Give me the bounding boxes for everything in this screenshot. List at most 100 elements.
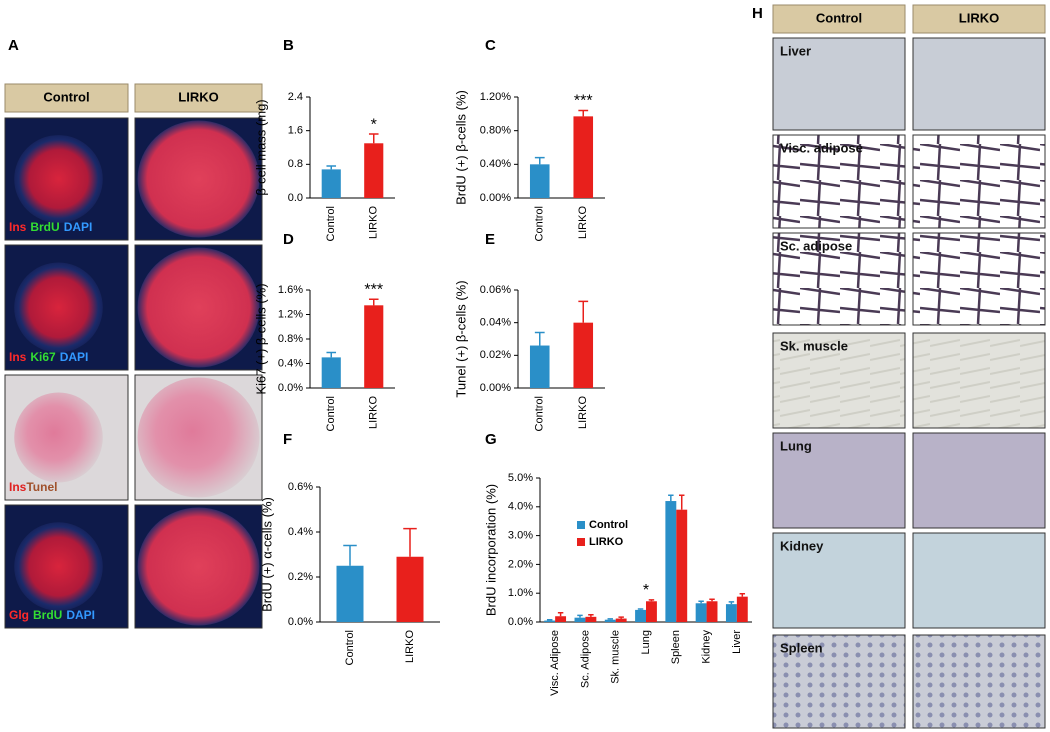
y-tick-label: 0.0% (278, 382, 303, 394)
bar (544, 620, 556, 622)
bar (396, 556, 424, 622)
panel-label: C (485, 37, 496, 54)
x-tick-label: Control (534, 396, 546, 431)
panel-label: F (283, 431, 292, 448)
column-header (134, 83, 263, 113)
bar (725, 604, 737, 622)
column-header (4, 83, 129, 113)
stain-name: Glg (9, 608, 29, 622)
stain-name: Ins (9, 220, 27, 234)
legend-swatch (577, 538, 585, 546)
islet (14, 522, 103, 611)
legend-swatch (577, 521, 585, 529)
y-axis-label: Tunel (+) β-cells (%) (453, 280, 468, 397)
panel-label: A (8, 37, 19, 54)
y-tick-label: 1.6 (288, 125, 303, 137)
bar (555, 616, 567, 622)
bar (336, 565, 364, 622)
stain-label: InsTunel (9, 480, 57, 494)
x-tick-label: LIRKO (577, 206, 589, 239)
islet (14, 135, 103, 223)
micrograph (912, 432, 1046, 529)
column-header-label: LIRKO (178, 89, 218, 104)
stain-name: Ins (9, 480, 27, 494)
micrograph (912, 232, 1046, 326)
bar (646, 601, 657, 622)
stain-name: DAPI (60, 350, 89, 364)
bar (573, 116, 594, 198)
error-bar (588, 614, 594, 617)
error-bar (534, 331, 545, 346)
panel-label: B (283, 37, 294, 54)
micrograph (912, 532, 1046, 629)
y-tick-label: 2.4 (288, 91, 303, 103)
x-tick-label: Control (534, 206, 546, 241)
tissue-label: Sk. muscle (780, 338, 848, 353)
y-axis-label: BrdU (+) α-cells (%) (259, 497, 274, 612)
column-header-label: Control (43, 89, 89, 104)
micrograph (772, 432, 906, 529)
islet (137, 120, 260, 238)
y-tick-label: 0.40% (480, 158, 511, 170)
significance-marker: * (643, 582, 649, 599)
bar (573, 322, 594, 388)
error-bar (709, 598, 715, 602)
bar (676, 509, 688, 622)
significance-marker: *** (574, 93, 593, 110)
micrograph (912, 332, 1046, 429)
bar (529, 164, 550, 198)
y-tick-label: 0.0% (288, 616, 313, 628)
error-bar (343, 544, 357, 566)
stain-name: Ins (9, 350, 27, 364)
y-tick-label: 0.04% (480, 317, 511, 329)
bar (321, 169, 341, 198)
stain-name: Ki67 (30, 350, 56, 364)
bar (615, 618, 627, 622)
panel-label: H (752, 5, 763, 22)
error-bar (607, 618, 613, 620)
micrograph (772, 634, 906, 729)
column-header (912, 4, 1046, 34)
error-bar (326, 351, 337, 358)
y-tick-label: 0.02% (480, 349, 511, 361)
x-tick-label: LIRKO (577, 396, 589, 429)
legend-label: LIRKO (589, 536, 624, 548)
panel-label: G (485, 431, 497, 448)
y-tick-label: 1.0% (508, 587, 533, 599)
y-tick-label: 1.20% (480, 91, 511, 103)
legend-label: Control (589, 519, 628, 531)
y-axis-label: BrdU incorporation (%) (483, 484, 498, 616)
stain-name: Tunel (26, 480, 57, 494)
y-tick-label: 0.0% (508, 616, 533, 628)
y-tick-label: 1.2% (278, 308, 303, 320)
y-tick-label: 0.00% (480, 192, 511, 204)
x-tick-label: LIRKO (368, 396, 380, 429)
significance-marker: * (371, 116, 377, 133)
error-bar (403, 527, 417, 557)
error-bar (368, 133, 379, 144)
y-tick-label: 4.0% (508, 501, 533, 513)
stain-name: BrdU (30, 220, 59, 234)
tissue-label: Kidney (780, 538, 824, 553)
error-bar (739, 593, 746, 597)
micrograph (912, 634, 1046, 729)
y-tick-label: 2.0% (508, 558, 533, 570)
x-tick-label: LIRKO (404, 630, 416, 663)
bar (695, 603, 707, 622)
panel-label: E (485, 231, 495, 248)
stain-name: BrdU (33, 608, 62, 622)
column-header (772, 4, 906, 34)
error-bar (557, 612, 564, 617)
bar (364, 143, 384, 198)
stain-name: DAPI (66, 608, 95, 622)
error-bar (698, 600, 704, 604)
x-tick-label: Spleen (670, 630, 682, 664)
error-bar (668, 494, 674, 502)
x-tick-label: Control (325, 396, 337, 431)
x-tick-label: Control (344, 630, 356, 665)
stain-label: Glg BrdU DAPI (9, 608, 95, 622)
y-axis-label: β-cell mass (mg) (253, 99, 268, 195)
y-tick-label: 0.06% (480, 284, 511, 296)
error-bar (578, 109, 589, 117)
